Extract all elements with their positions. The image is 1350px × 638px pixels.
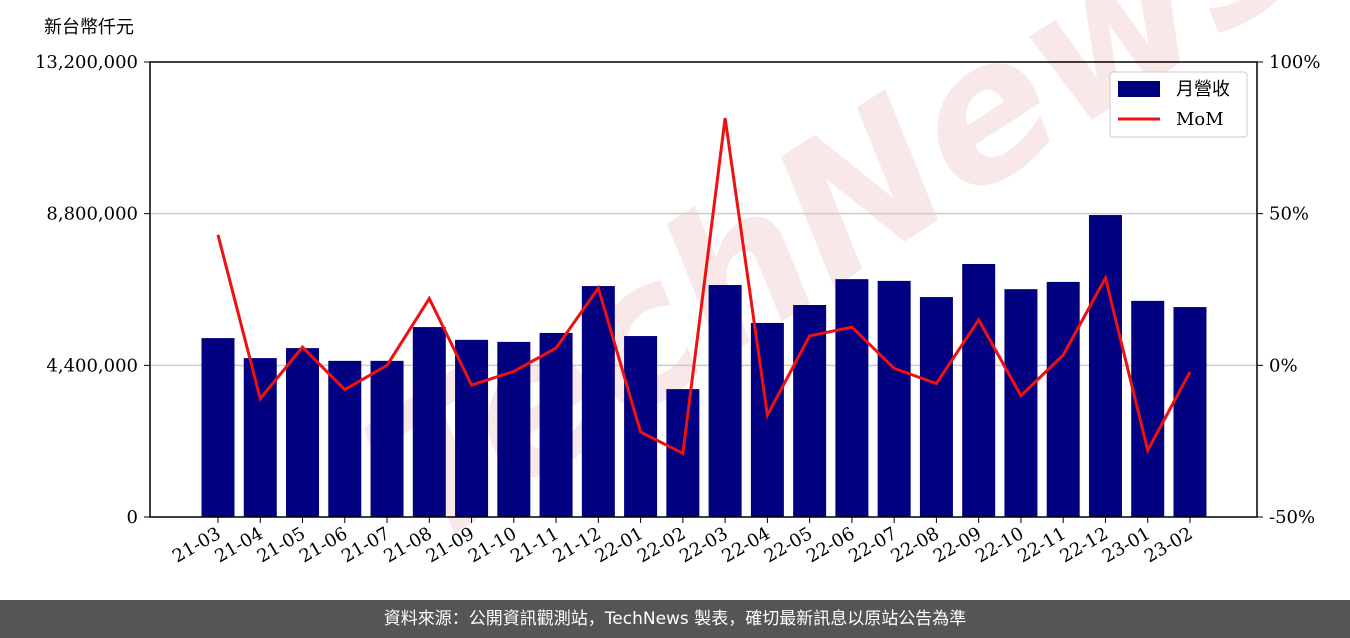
y-tick-label: 0 bbox=[127, 507, 138, 528]
bar bbox=[835, 279, 869, 517]
y2-tick-label: -50% bbox=[1269, 507, 1315, 528]
y-tick-label: 13,200,000 bbox=[35, 52, 138, 73]
bar bbox=[962, 263, 996, 517]
y-axis-label: 新台幣仟元 bbox=[44, 17, 134, 38]
bar bbox=[1046, 281, 1080, 517]
bar bbox=[750, 322, 784, 517]
chart: TechNews 新台幣仟元 04,400,0008,800,00013,200… bbox=[35, 0, 1339, 590]
bar bbox=[1088, 215, 1122, 517]
bar bbox=[370, 360, 404, 517]
legend-swatch bbox=[1118, 81, 1160, 97]
mom-line bbox=[216, 117, 1192, 456]
bar bbox=[201, 338, 235, 517]
bar bbox=[1173, 307, 1207, 517]
x-tick-label: 23-02 bbox=[1141, 523, 1196, 567]
bar bbox=[539, 332, 573, 517]
y-tick-label: 8,800,000 bbox=[46, 204, 138, 225]
y2-tick-label: 50% bbox=[1269, 204, 1309, 225]
bar bbox=[1004, 289, 1038, 517]
bar bbox=[581, 286, 615, 517]
y2-tick-label: 100% bbox=[1269, 52, 1320, 73]
footer: 資料來源：公開資訊觀測站，TechNews 製表，確切最新訊息以原站公告為準 bbox=[0, 600, 1350, 638]
bar bbox=[455, 339, 489, 517]
bar bbox=[243, 358, 277, 517]
y-tick-label: 4,400,000 bbox=[46, 355, 138, 376]
legend-label: 月營收 bbox=[1176, 79, 1230, 100]
bar bbox=[919, 297, 953, 517]
bar bbox=[328, 360, 362, 517]
bar bbox=[412, 327, 446, 517]
legend-label: MoM bbox=[1176, 109, 1224, 130]
bar bbox=[877, 280, 911, 517]
bar bbox=[286, 348, 320, 517]
bar bbox=[497, 341, 531, 517]
bar bbox=[708, 285, 742, 517]
y2-tick-label: 0% bbox=[1269, 355, 1298, 376]
bar bbox=[624, 336, 658, 517]
bar bbox=[793, 305, 827, 517]
plot-frame bbox=[149, 61, 1258, 518]
